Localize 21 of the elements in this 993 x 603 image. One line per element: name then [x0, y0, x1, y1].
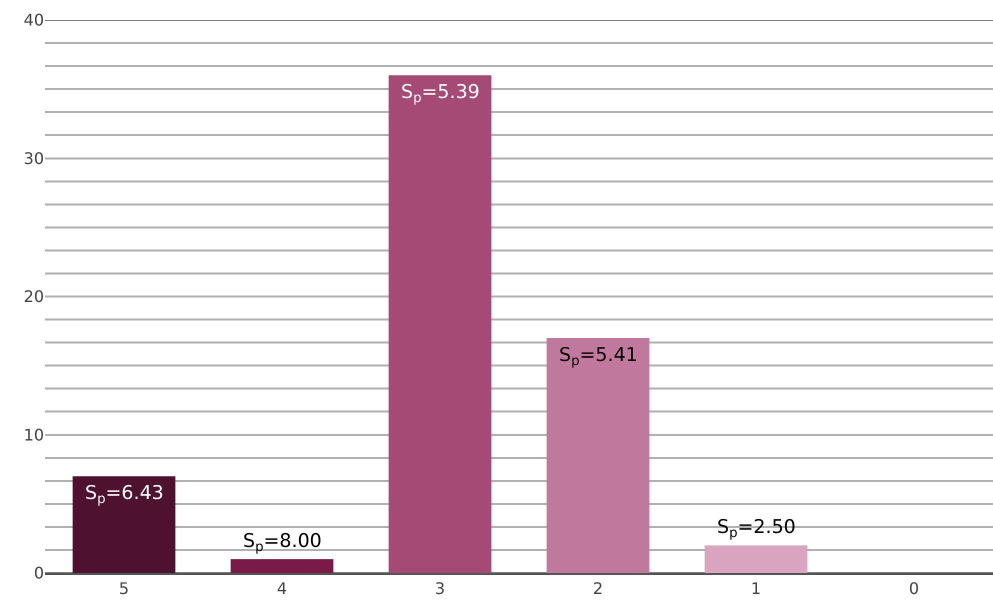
y-tick-label: 0	[34, 564, 44, 583]
x-tick-label: 1	[750, 578, 762, 598]
bar	[704, 545, 808, 573]
x-tick-label: 3	[434, 578, 446, 598]
bar	[230, 559, 334, 573]
y-tick-label: 30	[24, 148, 44, 168]
x-tick-label: 4	[276, 578, 288, 598]
y-tick-label: 40	[24, 10, 44, 30]
bar	[388, 75, 492, 573]
annotation: S$_{p}$=6.43	[85, 482, 164, 507]
annotation: S$_{p}$=8.00	[243, 530, 322, 555]
x-tick-label: 0	[908, 578, 920, 598]
x-tick-label: 5	[118, 578, 130, 598]
bar	[546, 338, 650, 573]
annotation: S$_{p}$=5.39	[401, 81, 480, 106]
y-tick-label: 20	[24, 287, 44, 306]
y-tick-label: 10	[24, 425, 44, 444]
annotation: S$_{p}$=5.41	[559, 344, 638, 369]
bar	[72, 476, 176, 573]
annotation: S$_{p}$=2.50	[717, 516, 796, 541]
x-tick-label: 2	[592, 578, 604, 598]
